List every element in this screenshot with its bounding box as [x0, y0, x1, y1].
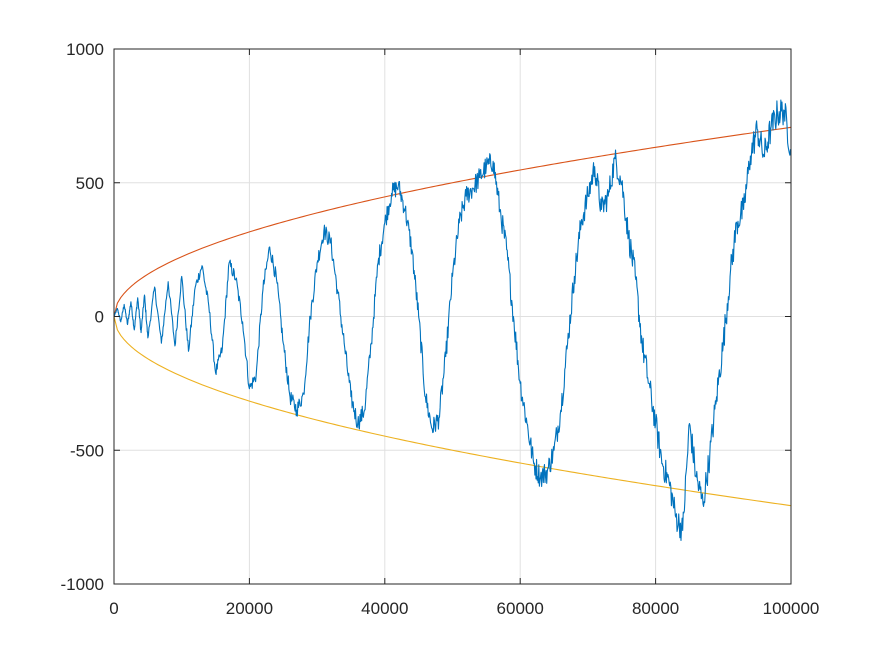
- x-tick-label: 100000: [763, 599, 820, 618]
- tick-marks: [113, 48, 792, 585]
- y-tick-label: 1000: [66, 40, 104, 59]
- x-tick-label: 40000: [361, 599, 408, 618]
- y-tick-label: -500: [70, 441, 104, 460]
- x-tick-label: 80000: [632, 599, 679, 618]
- lower-envelope-line: [113, 316, 792, 507]
- y-tick-labels: -1000 -500 0 500 1000: [61, 40, 104, 594]
- series-group: [113, 99, 792, 542]
- upper-envelope-line: [113, 126, 792, 317]
- y-tick-label: -1000: [61, 575, 104, 594]
- random-walk-line: [113, 99, 792, 542]
- y-tick-label: 500: [76, 174, 104, 193]
- x-tick-labels: 0 20000 40000 60000 80000 100000: [109, 599, 819, 618]
- x-tick-label: 0: [109, 599, 118, 618]
- x-tick-label: 20000: [226, 599, 273, 618]
- x-tick-label: 60000: [497, 599, 544, 618]
- y-tick-label: 0: [95, 308, 104, 327]
